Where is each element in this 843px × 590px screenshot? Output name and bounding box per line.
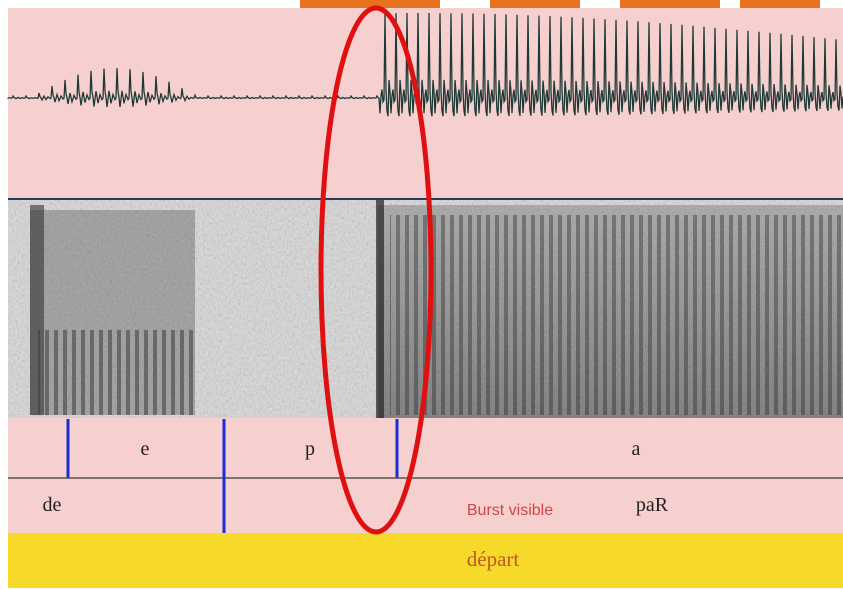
word-label: paR xyxy=(636,494,669,516)
decor xyxy=(620,0,720,8)
phrase-label: départ xyxy=(467,547,520,571)
segment-label: p xyxy=(305,438,315,460)
annotation: Burst visible xyxy=(467,502,553,519)
segment-label: e xyxy=(141,438,150,460)
word-label: de xyxy=(43,494,62,516)
speech-analysis-figure: e p a de paR Burst visible départ xyxy=(0,0,843,590)
decor xyxy=(490,0,580,8)
segment-label: a xyxy=(632,438,641,460)
phrase-tier xyxy=(8,533,843,588)
decor xyxy=(740,0,820,8)
